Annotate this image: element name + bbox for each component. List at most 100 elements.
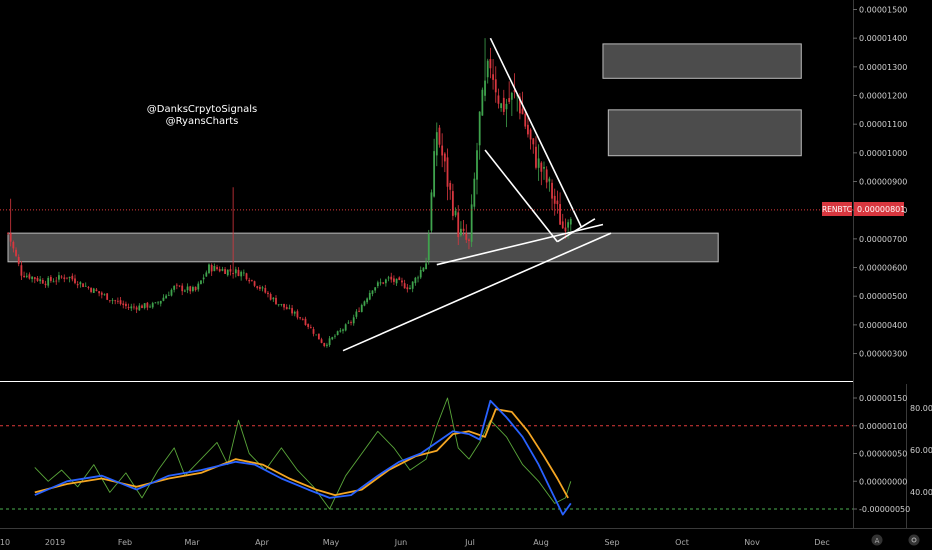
x-tick-label: 10 [0, 538, 10, 547]
candle [66, 277, 68, 280]
candle [366, 297, 369, 305]
candle [218, 266, 221, 273]
price-tag-symbol-bg [822, 202, 852, 216]
candle [133, 303, 135, 310]
candle [114, 299, 117, 305]
trendline[interactable] [556, 218, 596, 243]
candle [9, 198, 12, 247]
y-tick-label: 0.00001200 [859, 92, 907, 101]
candle [245, 272, 248, 281]
indicator-tick-label: 0.00000150 [859, 394, 907, 403]
candle [210, 263, 213, 276]
candle [253, 280, 256, 288]
candle [414, 276, 417, 286]
settings-icon[interactable] [908, 534, 920, 546]
candle [60, 275, 63, 279]
candle [68, 276, 71, 283]
candle [545, 166, 548, 189]
candle [502, 89, 505, 116]
indicator-series-line [34, 399, 572, 516]
candle [15, 247, 17, 258]
price-tag-value: 0.00000801 [857, 205, 905, 214]
candle [518, 93, 521, 120]
indicator-right-tick-label: 80.00 [910, 404, 932, 413]
candle [79, 281, 82, 288]
candle [240, 270, 243, 281]
candle [363, 300, 366, 307]
resistance-zone[interactable] [602, 43, 802, 79]
candle [205, 270, 208, 277]
candle [476, 142, 478, 195]
candle [336, 330, 339, 336]
candle [288, 304, 291, 310]
candle [384, 278, 387, 287]
candle [299, 316, 302, 320]
candle [323, 342, 326, 348]
candle [358, 307, 360, 313]
indicator-panel[interactable] [0, 397, 853, 516]
time-scale[interactable]: 10 2019 Feb Mar Apr May Jun Jul Aug Sep Oct Nov Dec [0, 538, 830, 547]
indicator-scale[interactable]: 0.00000150 0.00000100 0.00000050 0.00000000… [853, 394, 932, 514]
candle [376, 280, 379, 289]
candle [478, 111, 481, 160]
candle [328, 335, 331, 347]
trendline[interactable] [342, 232, 612, 352]
resistance-zone[interactable] [7, 232, 719, 263]
price-panel[interactable] [0, 37, 853, 352]
candle [141, 304, 143, 309]
candle [221, 266, 224, 272]
candle [208, 263, 210, 275]
candle [33, 276, 36, 284]
candle [194, 286, 197, 292]
candle [167, 291, 170, 296]
candle [532, 137, 535, 154]
candle [127, 303, 130, 310]
candle [170, 288, 173, 297]
candle [393, 275, 395, 285]
candle [529, 128, 532, 150]
candle [527, 116, 529, 138]
candle [331, 336, 334, 341]
indicator-series-line [34, 408, 569, 499]
candle [309, 324, 312, 329]
y-tick-label: 0.00001500 [859, 6, 907, 15]
y-tick-label: 0.00001000 [859, 149, 907, 158]
x-tick-label: 2019 [45, 538, 65, 547]
candle [484, 38, 486, 102]
price-tag-value-bg [854, 202, 904, 216]
candle [398, 276, 401, 281]
candle [175, 283, 178, 290]
trendline[interactable] [489, 37, 583, 228]
candle [427, 229, 430, 265]
candle [213, 263, 216, 272]
candle [146, 301, 149, 311]
candle [409, 285, 411, 290]
candle [119, 296, 122, 306]
candle [551, 179, 553, 211]
candle [7, 232, 9, 235]
candle [425, 257, 427, 270]
candle [87, 285, 90, 290]
candle [82, 283, 84, 288]
candle [540, 161, 543, 186]
candle [20, 261, 23, 281]
candle [28, 272, 31, 280]
candle [224, 267, 226, 275]
indicator-tick-label: 0.00000050 [859, 450, 907, 459]
price-scale[interactable]: 0.00001500 0.00001400 0.00001300 0.00001200… [853, 6, 907, 359]
candle [561, 213, 564, 230]
candle [186, 283, 189, 294]
candle [285, 304, 288, 310]
trendline[interactable] [484, 149, 559, 243]
candle [202, 274, 205, 284]
candle [111, 298, 114, 305]
candle [548, 176, 551, 192]
y-tick-label: 0.00000500 [859, 292, 907, 301]
candle [181, 283, 184, 296]
trendlines-layer[interactable] [342, 37, 612, 352]
candle [430, 189, 433, 233]
resistance-zone[interactable] [607, 109, 802, 157]
a-icon[interactable]: A [871, 534, 883, 546]
candle [122, 300, 125, 309]
